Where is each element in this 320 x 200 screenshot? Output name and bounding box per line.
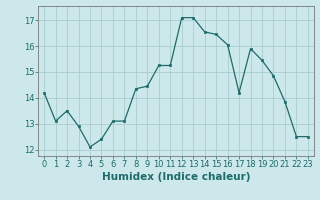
X-axis label: Humidex (Indice chaleur): Humidex (Indice chaleur) — [102, 172, 250, 182]
